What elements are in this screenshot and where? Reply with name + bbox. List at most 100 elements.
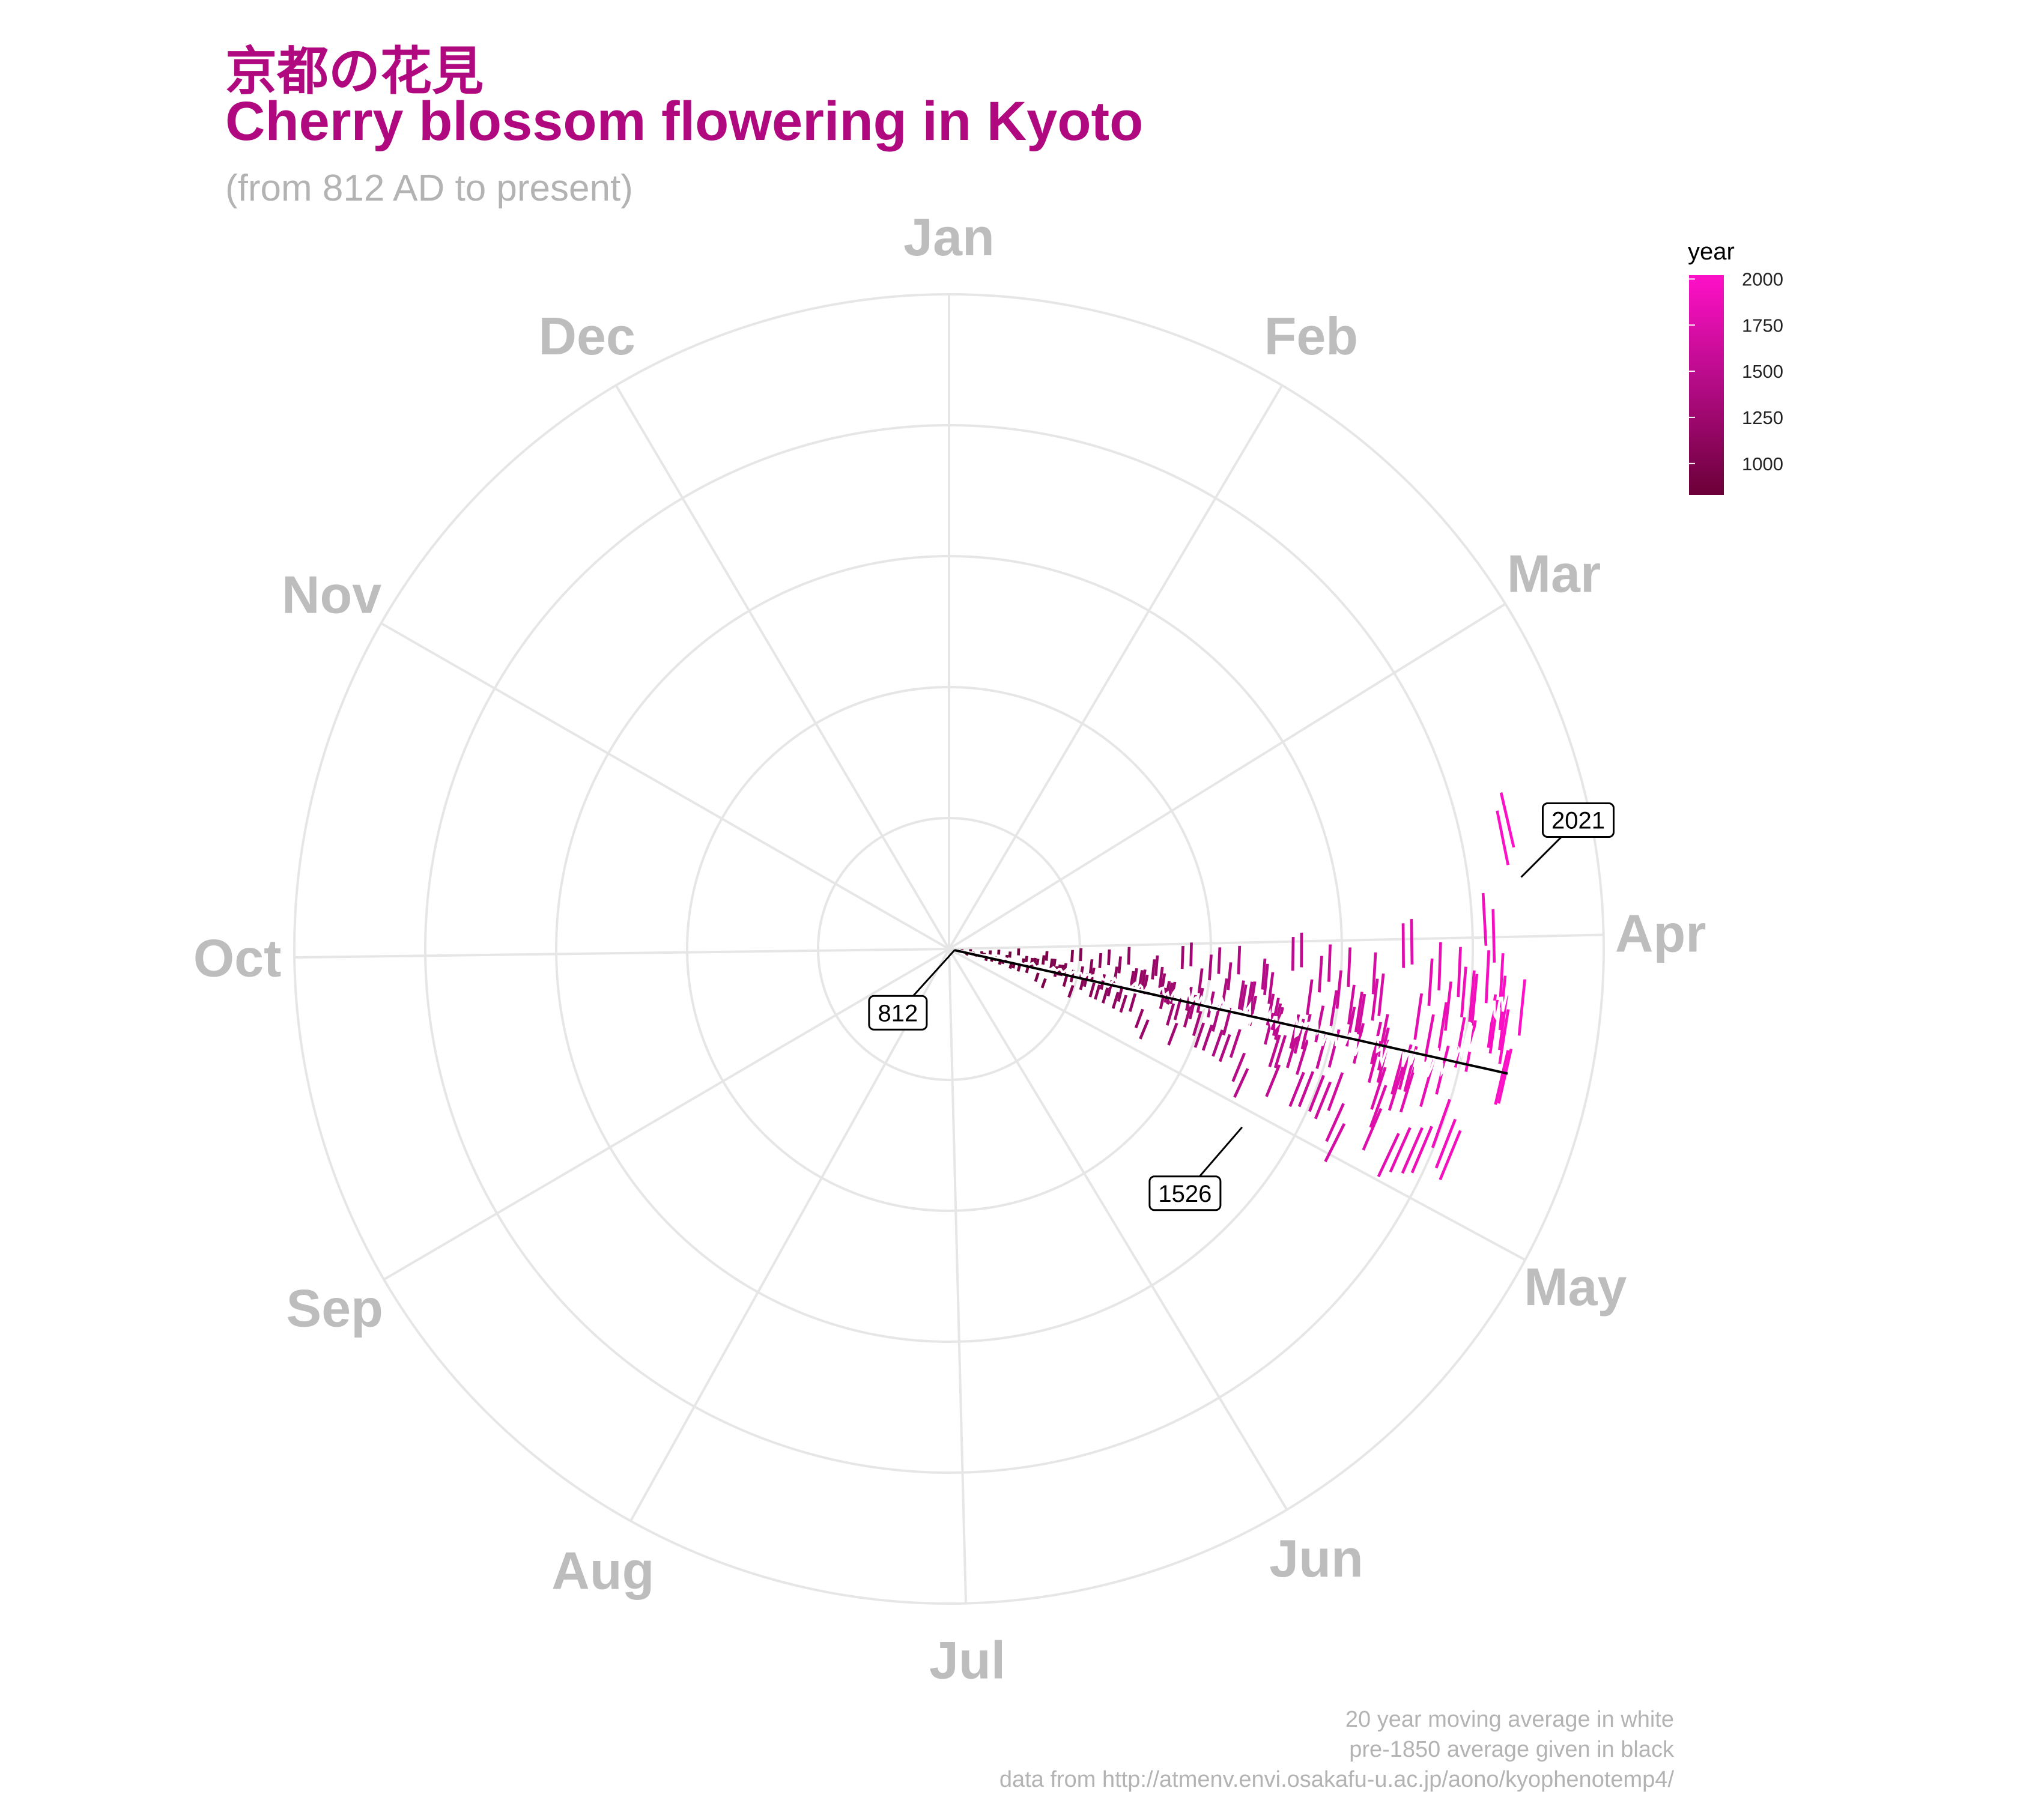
flowering-bar bbox=[1079, 948, 1083, 962]
flowering-bar bbox=[1246, 981, 1254, 1012]
callout-label-2021: 2021 bbox=[1551, 808, 1605, 834]
flowering-bar bbox=[1127, 947, 1131, 965]
flowering-bar bbox=[1189, 942, 1193, 967]
caption: 20 year moving average in white pre-1850… bbox=[999, 1705, 1674, 1795]
grid-spoke bbox=[948, 602, 1506, 950]
color-legend: year 1000 1250 1500 1750 2000 bbox=[1688, 238, 1783, 495]
flowering-bar bbox=[1413, 993, 1424, 1040]
month-label-jul: Jul bbox=[929, 1631, 1005, 1690]
flowering-bar bbox=[1377, 1133, 1400, 1178]
flowering-bar bbox=[1159, 987, 1167, 1010]
flowering-bar bbox=[1401, 1127, 1424, 1174]
flowering-bar bbox=[1517, 979, 1526, 1036]
flowering-bar bbox=[1325, 1103, 1345, 1142]
flowering-bar bbox=[1142, 974, 1149, 995]
flowering-bar bbox=[1427, 959, 1434, 1006]
legend-tick-label: 1000 bbox=[1742, 453, 1783, 474]
flowering-bar bbox=[1138, 970, 1144, 990]
grid-spoke bbox=[948, 933, 1604, 950]
flowering-bar bbox=[1371, 952, 1377, 995]
pre1850-average-line bbox=[954, 949, 1508, 1075]
flowering-bar bbox=[1347, 947, 1351, 987]
flowering-bar bbox=[1024, 956, 1028, 964]
polar-grid bbox=[293, 293, 1605, 1605]
flowering-bar bbox=[1166, 982, 1174, 1005]
flowering-bar bbox=[1431, 1099, 1451, 1148]
legend-tick-label: 1250 bbox=[1742, 407, 1783, 428]
flowering-bar bbox=[1297, 1071, 1315, 1108]
flowering-bar bbox=[1457, 947, 1462, 998]
chart-title: Cherry blossom flowering in Kyoto bbox=[225, 91, 1144, 152]
flowering-bar bbox=[1357, 993, 1366, 1035]
caption-source: data from http://atmenv.envi.osakafu-u.a… bbox=[999, 1767, 1674, 1792]
grid-spoke bbox=[948, 948, 1288, 1511]
month-label-aug: Aug bbox=[551, 1541, 654, 1601]
flowering-bar bbox=[1166, 1003, 1175, 1026]
flowering-bar bbox=[1129, 971, 1135, 990]
flowering-bar bbox=[1119, 995, 1128, 1013]
flowering-bar bbox=[1437, 1002, 1448, 1051]
flowering-bar bbox=[1040, 978, 1047, 989]
flowering-bar bbox=[1233, 1068, 1249, 1099]
flowering-bar bbox=[1401, 923, 1405, 968]
grid-spoke bbox=[383, 948, 950, 1281]
flowering-bar bbox=[1387, 1066, 1405, 1111]
flowering-bar bbox=[1231, 1052, 1246, 1082]
flowering-bar bbox=[1410, 1126, 1433, 1174]
callout-label-1526: 1526 bbox=[1158, 1181, 1212, 1207]
legend-title: year bbox=[1688, 238, 1735, 265]
legend-tick-label: 2000 bbox=[1742, 269, 1783, 290]
flowering-bar bbox=[1369, 1085, 1387, 1129]
flowering-bar bbox=[1129, 993, 1137, 1012]
flowering-bar bbox=[1324, 1123, 1346, 1163]
trend-lines bbox=[954, 948, 1526, 1077]
flowering-bars bbox=[954, 792, 1526, 1181]
flowering-bar bbox=[1444, 981, 1452, 1031]
flowering-bar bbox=[1132, 968, 1138, 987]
flowering-bar bbox=[1261, 959, 1267, 990]
flowering-bar bbox=[1237, 980, 1245, 1010]
flowering-bar bbox=[1498, 1009, 1510, 1064]
month-label-feb: Feb bbox=[1264, 306, 1358, 366]
month-label-dec: Dec bbox=[538, 306, 635, 366]
flowering-bar bbox=[1016, 964, 1022, 972]
flowering-bar bbox=[1481, 892, 1488, 946]
grid-spoke bbox=[948, 948, 968, 1604]
flowering-bar bbox=[1300, 932, 1303, 968]
flowering-bar bbox=[1499, 792, 1515, 848]
flowering-bar bbox=[989, 950, 992, 955]
flowering-bar bbox=[1273, 1035, 1287, 1068]
grid-spoke bbox=[294, 948, 950, 959]
flowering-bar bbox=[1117, 956, 1122, 974]
flowering-bar bbox=[1154, 955, 1159, 977]
flowering-bar bbox=[1222, 1007, 1233, 1036]
flowering-bar bbox=[1042, 955, 1046, 965]
flowering-bar bbox=[1212, 1005, 1221, 1032]
flowering-bar bbox=[1088, 959, 1094, 974]
flowering-bar bbox=[1460, 966, 1467, 1017]
flowering-bar bbox=[1267, 972, 1275, 1004]
flowering-bar bbox=[1370, 1067, 1387, 1110]
flowering-bar bbox=[1229, 1029, 1242, 1058]
caption-pre1850: pre-1850 average given in black bbox=[1349, 1737, 1674, 1762]
flowering-bar bbox=[1439, 1130, 1462, 1181]
flowering-bar bbox=[1268, 1034, 1281, 1068]
flowering-bar bbox=[1107, 949, 1111, 966]
flowering-bar bbox=[1134, 1008, 1144, 1029]
flowering-bar bbox=[1484, 950, 1491, 1004]
flowering-bar bbox=[1088, 983, 1096, 998]
flowering-bar bbox=[1049, 959, 1054, 969]
flowering-bar bbox=[1354, 992, 1363, 1032]
flowering-bar bbox=[1318, 956, 1323, 993]
year-callouts: 812 1526 2021 bbox=[868, 802, 1615, 1211]
flowering-bar bbox=[1067, 985, 1075, 998]
legend-tick-label: 1750 bbox=[1742, 315, 1783, 336]
grid-spoke bbox=[948, 948, 1526, 1261]
month-label-may: May bbox=[1524, 1257, 1627, 1317]
grid-spoke bbox=[380, 622, 950, 950]
flowering-bar bbox=[1098, 953, 1103, 968]
flowering-bar bbox=[1497, 1049, 1513, 1104]
flowering-bar bbox=[1362, 1108, 1383, 1151]
flowering-bar bbox=[1034, 972, 1040, 983]
